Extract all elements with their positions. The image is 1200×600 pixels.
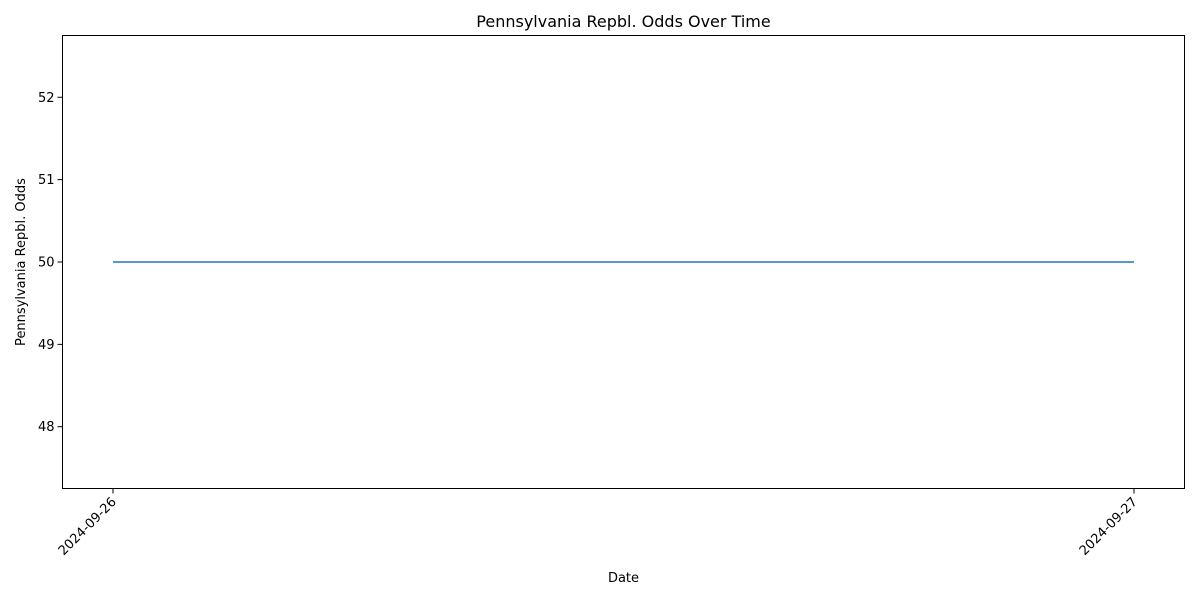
y-axis-label: Pennsylvania Repbl. Odds [14, 178, 29, 346]
y-tick-label: 49 [38, 338, 55, 353]
x-axis-label: Date [608, 571, 639, 586]
y-tick-label: 52 [38, 91, 55, 106]
y-tick-label: 50 [38, 256, 55, 271]
x-tick-label: 2024-09-26 [56, 495, 120, 559]
y-tick-label: 48 [38, 420, 55, 435]
x-tick-label: 2024-09-27 [1077, 495, 1141, 559]
chart-title: Pennsylvania Repbl. Odds Over Time [476, 12, 770, 31]
y-tick-label: 51 [38, 173, 55, 188]
